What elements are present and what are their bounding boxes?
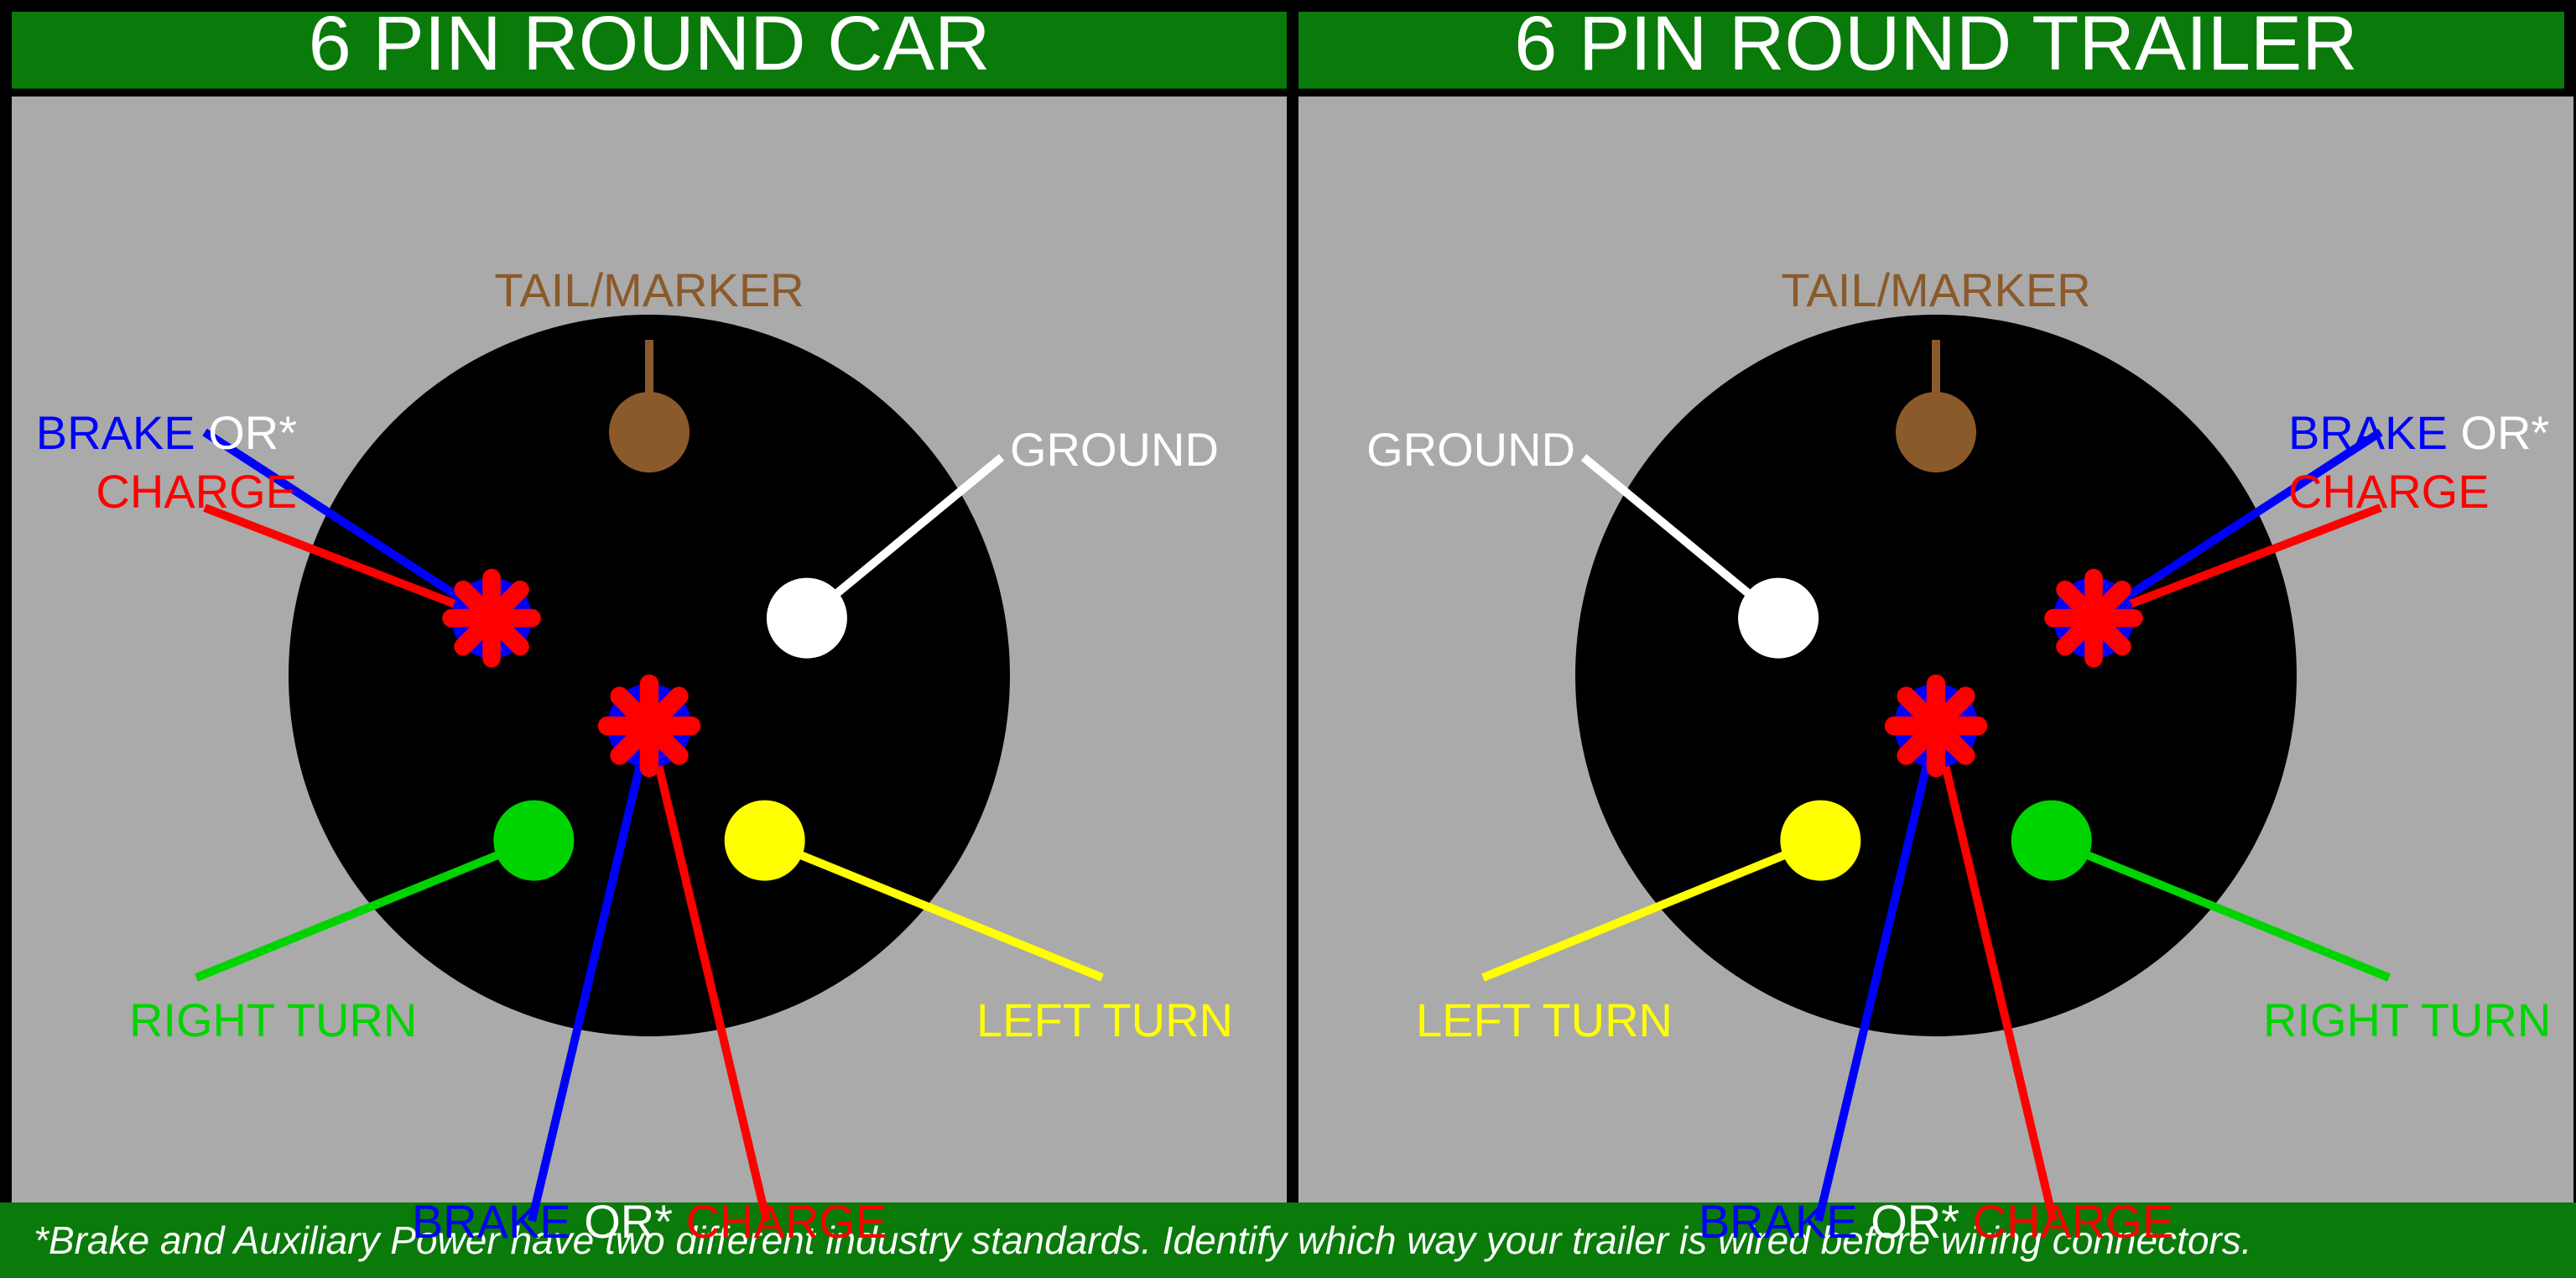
pin-right-turn (2011, 801, 2092, 881)
pin-ground (767, 578, 847, 659)
label-center: BRAKE OR* CHARGE (412, 1195, 887, 1248)
pin-right-turn (493, 801, 574, 881)
label-right-turn: RIGHT TURN (129, 994, 417, 1046)
label-side-line1: BRAKE OR* (2288, 406, 2549, 459)
label-ground: GROUND (1010, 423, 1219, 476)
label-tail-marker: TAIL/MARKER (1781, 263, 2090, 316)
header-title-car: 6 PIN ROUND CAR (309, 1, 991, 86)
pin-tail-marker (609, 392, 690, 472)
label-side-line2: CHARGE (2288, 465, 2490, 518)
pin-tail-marker (1896, 392, 1976, 472)
header-title-trailer: 6 PIN ROUND TRAILER (1514, 1, 2357, 86)
label-side-line2: CHARGE (96, 465, 297, 518)
label-left-turn: LEFT TURN (976, 994, 1233, 1046)
label-tail-marker: TAIL/MARKER (494, 263, 804, 316)
pin-ground (1738, 578, 1819, 659)
label-center: BRAKE OR* CHARGE (1699, 1195, 2173, 1248)
border-middle (1287, 0, 1298, 1202)
label-ground: GROUND (1366, 423, 1575, 476)
pin-left-turn (725, 801, 805, 881)
border-left (0, 0, 12, 1278)
diagram-root: 6 PIN ROUND CAR6 PIN ROUND TRAILER*Brake… (0, 0, 2576, 1278)
pin-left-turn (1780, 801, 1860, 881)
diagram-svg: 6 PIN ROUND CAR6 PIN ROUND TRAILER*Brake… (0, 0, 2576, 1278)
label-side-line1: BRAKE OR* (36, 406, 297, 459)
label-right-turn: RIGHT TURN (2263, 994, 2551, 1046)
header-underline (0, 89, 2576, 97)
label-left-turn: LEFT TURN (1416, 994, 1673, 1046)
